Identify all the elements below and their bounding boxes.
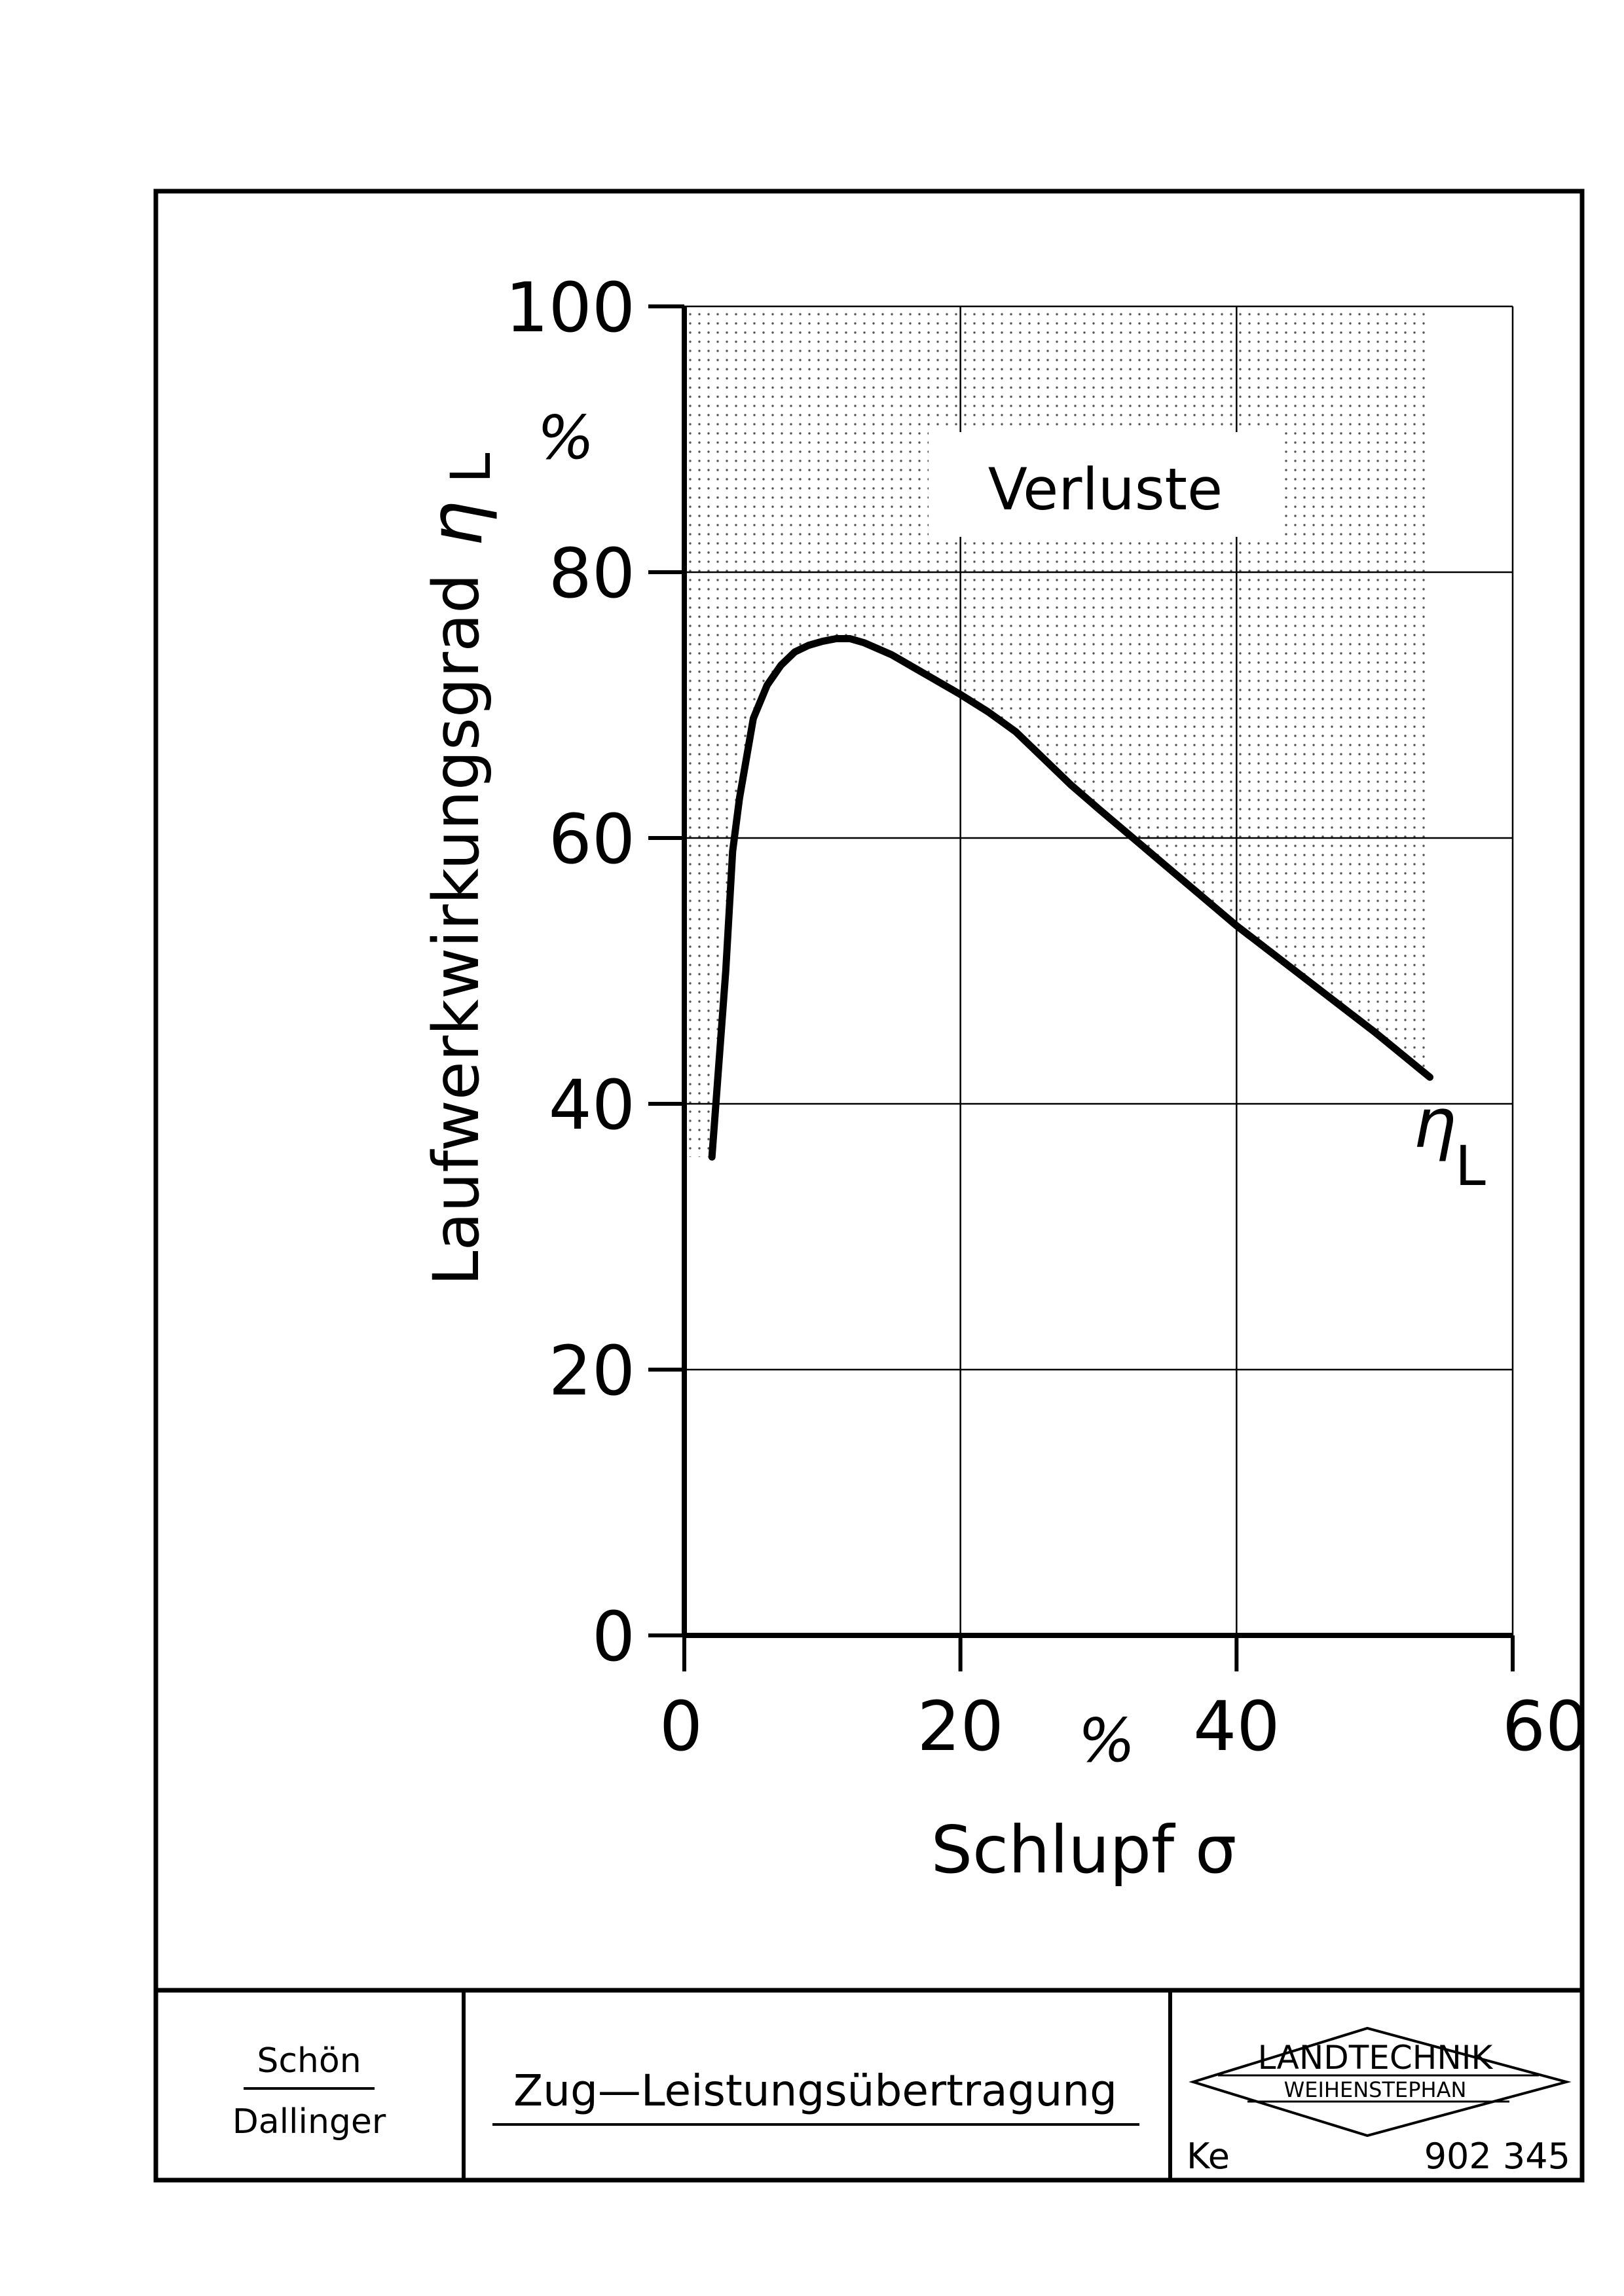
- y-tick-label-100: 100: [505, 268, 635, 348]
- x-tick-label-60: 60: [1502, 1686, 1589, 1766]
- sheet-frame: [153, 189, 1585, 2183]
- drawing-code-prefix: Ke: [1187, 2136, 1230, 2177]
- author-1: Schön: [257, 2041, 361, 2081]
- x-tick-label-40: 40: [1193, 1686, 1280, 1766]
- curve-label-symbol: η: [1413, 1084, 1456, 1163]
- y-tick-label-0: 0: [592, 1597, 635, 1677]
- tick-labels: 0 20 40 60 80 100 0 20 40 60: [505, 268, 1589, 1766]
- x-tick-label-20: 20: [917, 1686, 1003, 1766]
- y-axis-symbol: η: [414, 501, 499, 547]
- logo-text-landtechnik: LANDTECHNIK: [1258, 2039, 1494, 2077]
- efficiency-curve: [708, 635, 1433, 1161]
- losses-label: Verluste: [988, 456, 1223, 523]
- efficiency-curve-line: [708, 635, 1433, 1161]
- x-axis-unit: %: [1078, 1705, 1135, 1776]
- curve-label-subscript: L: [1455, 1134, 1486, 1198]
- y-axis-unit: %: [537, 403, 594, 473]
- losses-label-background: [929, 432, 1282, 537]
- axes: [648, 304, 1515, 1671]
- y-axis-label: Laufwerkwirkungsgrad: [420, 574, 493, 1286]
- drawing-number: 902 345: [1424, 2136, 1570, 2177]
- x-axis-label: Schlupf σ: [931, 1812, 1237, 1888]
- y-tick-label-60: 60: [549, 799, 635, 879]
- drawing-title: Zug—Leistungsübertragung: [513, 2066, 1117, 2116]
- y-axis-symbol-subscript: L: [439, 452, 503, 483]
- y-tick-label-20: 20: [549, 1331, 635, 1411]
- y-tick-label-40: 40: [549, 1065, 635, 1145]
- losses-region-left-strip: [684, 306, 712, 1157]
- y-tick-label-80: 80: [549, 534, 635, 613]
- x-tick-label-0: 0: [659, 1686, 703, 1766]
- author-2: Dallinger: [232, 2102, 386, 2141]
- logo-diamond: [1189, 2026, 1572, 2138]
- logo-text-weihenstephan: WEIHENSTEPHAN: [1284, 2077, 1467, 2102]
